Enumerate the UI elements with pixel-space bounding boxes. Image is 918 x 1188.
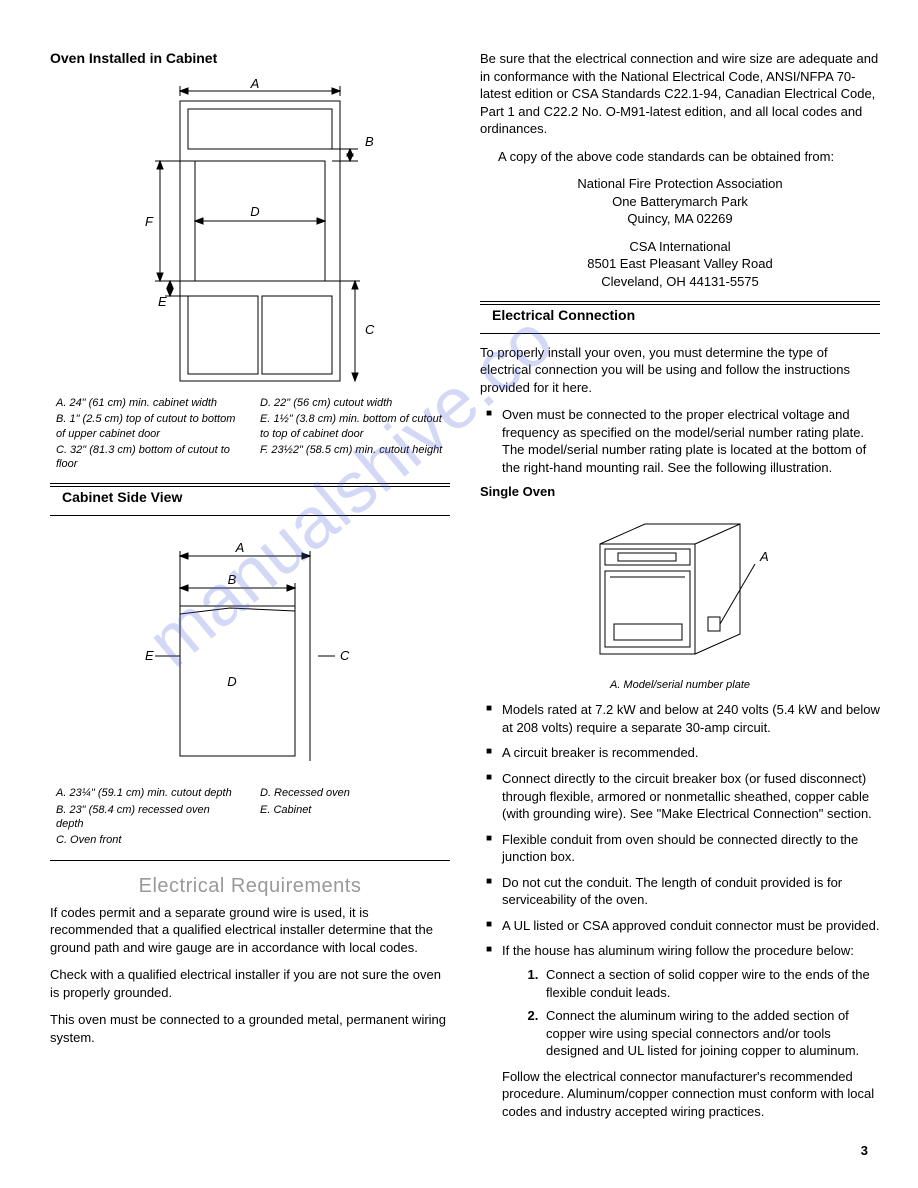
svg-text:A: A [250,76,260,91]
para: If codes permit and a separate ground wi… [50,904,450,957]
num-item: Connect the aluminum wiring to the added… [542,1007,880,1060]
svg-text:D: D [227,674,236,689]
svg-text:A: A [759,549,769,564]
svg-text:D: D [250,204,259,219]
bullet: If the house has aluminum wiring follow … [480,942,880,1120]
divider [50,483,450,487]
svg-text:F: F [145,214,154,229]
legend-item: E. 1½" (3.8 cm) min. bottom of cutout to… [260,412,444,441]
bullet: Flexible conduit from oven should be con… [480,831,880,866]
legend-item: A. 23¼" (59.1 cm) min. cutout depth [56,786,240,800]
legend-item: F. 23½2" (58.5 cm) min. cutout height [260,443,444,457]
addr-line: One Batterymarch Park [480,193,880,211]
divider [480,301,880,305]
legend-item: C. 32" (81.3 cm) bottom of cutout to flo… [56,443,240,472]
heading-electrical-connection: Electrical Connection [480,307,880,323]
addr-line: Cleveland, OH 44131-5575 [480,273,880,291]
divider [50,515,450,516]
legend-cabinet-side: A. 23¼" (59.1 cm) min. cutout depth B. 2… [50,786,450,849]
page-number: 3 [861,1143,868,1158]
legend-item: E. Cabinet [260,803,444,817]
numbered-list: Connect a section of solid copper wire t… [502,966,880,1060]
para: This oven must be connected to a grounde… [50,1011,450,1046]
divider [50,860,450,861]
legend-item: B. 23" (58.4 cm) recessed oven depth [56,803,240,832]
follow-para: Follow the electrical connector manufact… [502,1068,880,1121]
legend-item: A. 24" (61 cm) min. cabinet width [56,396,240,410]
para-intro: Be sure that the electrical connection a… [480,50,880,138]
bullet: A circuit breaker is recommended. [480,744,880,762]
heading-cabinet-side: Cabinet Side View [50,489,450,505]
bullet: A UL listed or CSA approved conduit conn… [480,917,880,935]
content-columns: Oven Installed in Cabinet A [50,50,868,1128]
address-nfpa: National Fire Protection Association One… [480,175,880,228]
diagram-cabinet-front: A B D [50,76,450,386]
divider [480,333,880,334]
svg-text:E: E [145,648,154,663]
bullet-list: Oven must be connected to the proper ele… [480,406,880,476]
para: To properly install your oven, you must … [480,344,880,397]
bullet: Oven must be connected to the proper ele… [480,406,880,476]
addr-line: CSA International [480,238,880,256]
bullet-list: Models rated at 7.2 kW and below at 240 … [480,701,880,1120]
para-copy: A copy of the above code standards can b… [480,148,880,166]
svg-text:E: E [158,294,167,309]
legend-item: D. Recessed oven [260,786,444,800]
bullet: Models rated at 7.2 kW and below at 240 … [480,701,880,736]
heading-oven-installed: Oven Installed in Cabinet [50,50,450,66]
addr-line: National Fire Protection Association [480,175,880,193]
right-column: Be sure that the electrical connection a… [480,50,880,1128]
legend-item: D. 22" (56 cm) cutout width [260,396,444,410]
legend-item: C. Oven front [56,833,240,847]
legend-cabinet-front: A. 24" (61 cm) min. cabinet width B. 1" … [50,396,450,473]
address-csa: CSA International 8501 East Pleasant Val… [480,238,880,291]
para: Check with a qualified electrical instal… [50,966,450,1001]
svg-text:A: A [235,540,245,555]
addr-line: Quincy, MA 02269 [480,210,880,228]
oven-caption: A. Model/serial number plate [480,679,880,691]
bullet-text: If the house has aluminum wiring follow … [502,943,854,958]
bullet: Connect directly to the circuit breaker … [480,770,880,823]
svg-text:C: C [365,322,375,337]
heading-single-oven: Single Oven [480,484,880,499]
bullet: Do not cut the conduit. The length of co… [480,874,880,909]
addr-line: 8501 East Pleasant Valley Road [480,255,880,273]
svg-text:B: B [365,134,374,149]
num-item: Connect a section of solid copper wire t… [542,966,880,1001]
diagram-cabinet-side: A B D E [50,526,450,776]
diagram-single-oven: A [480,509,880,669]
svg-text:B: B [228,572,237,587]
heading-electrical-requirements: Electrical Requirements [50,875,450,898]
svg-text:C: C [340,648,350,663]
legend-item: B. 1" (2.5 cm) top of cutout to bottom o… [56,412,240,441]
left-column: Oven Installed in Cabinet A [50,50,450,1128]
